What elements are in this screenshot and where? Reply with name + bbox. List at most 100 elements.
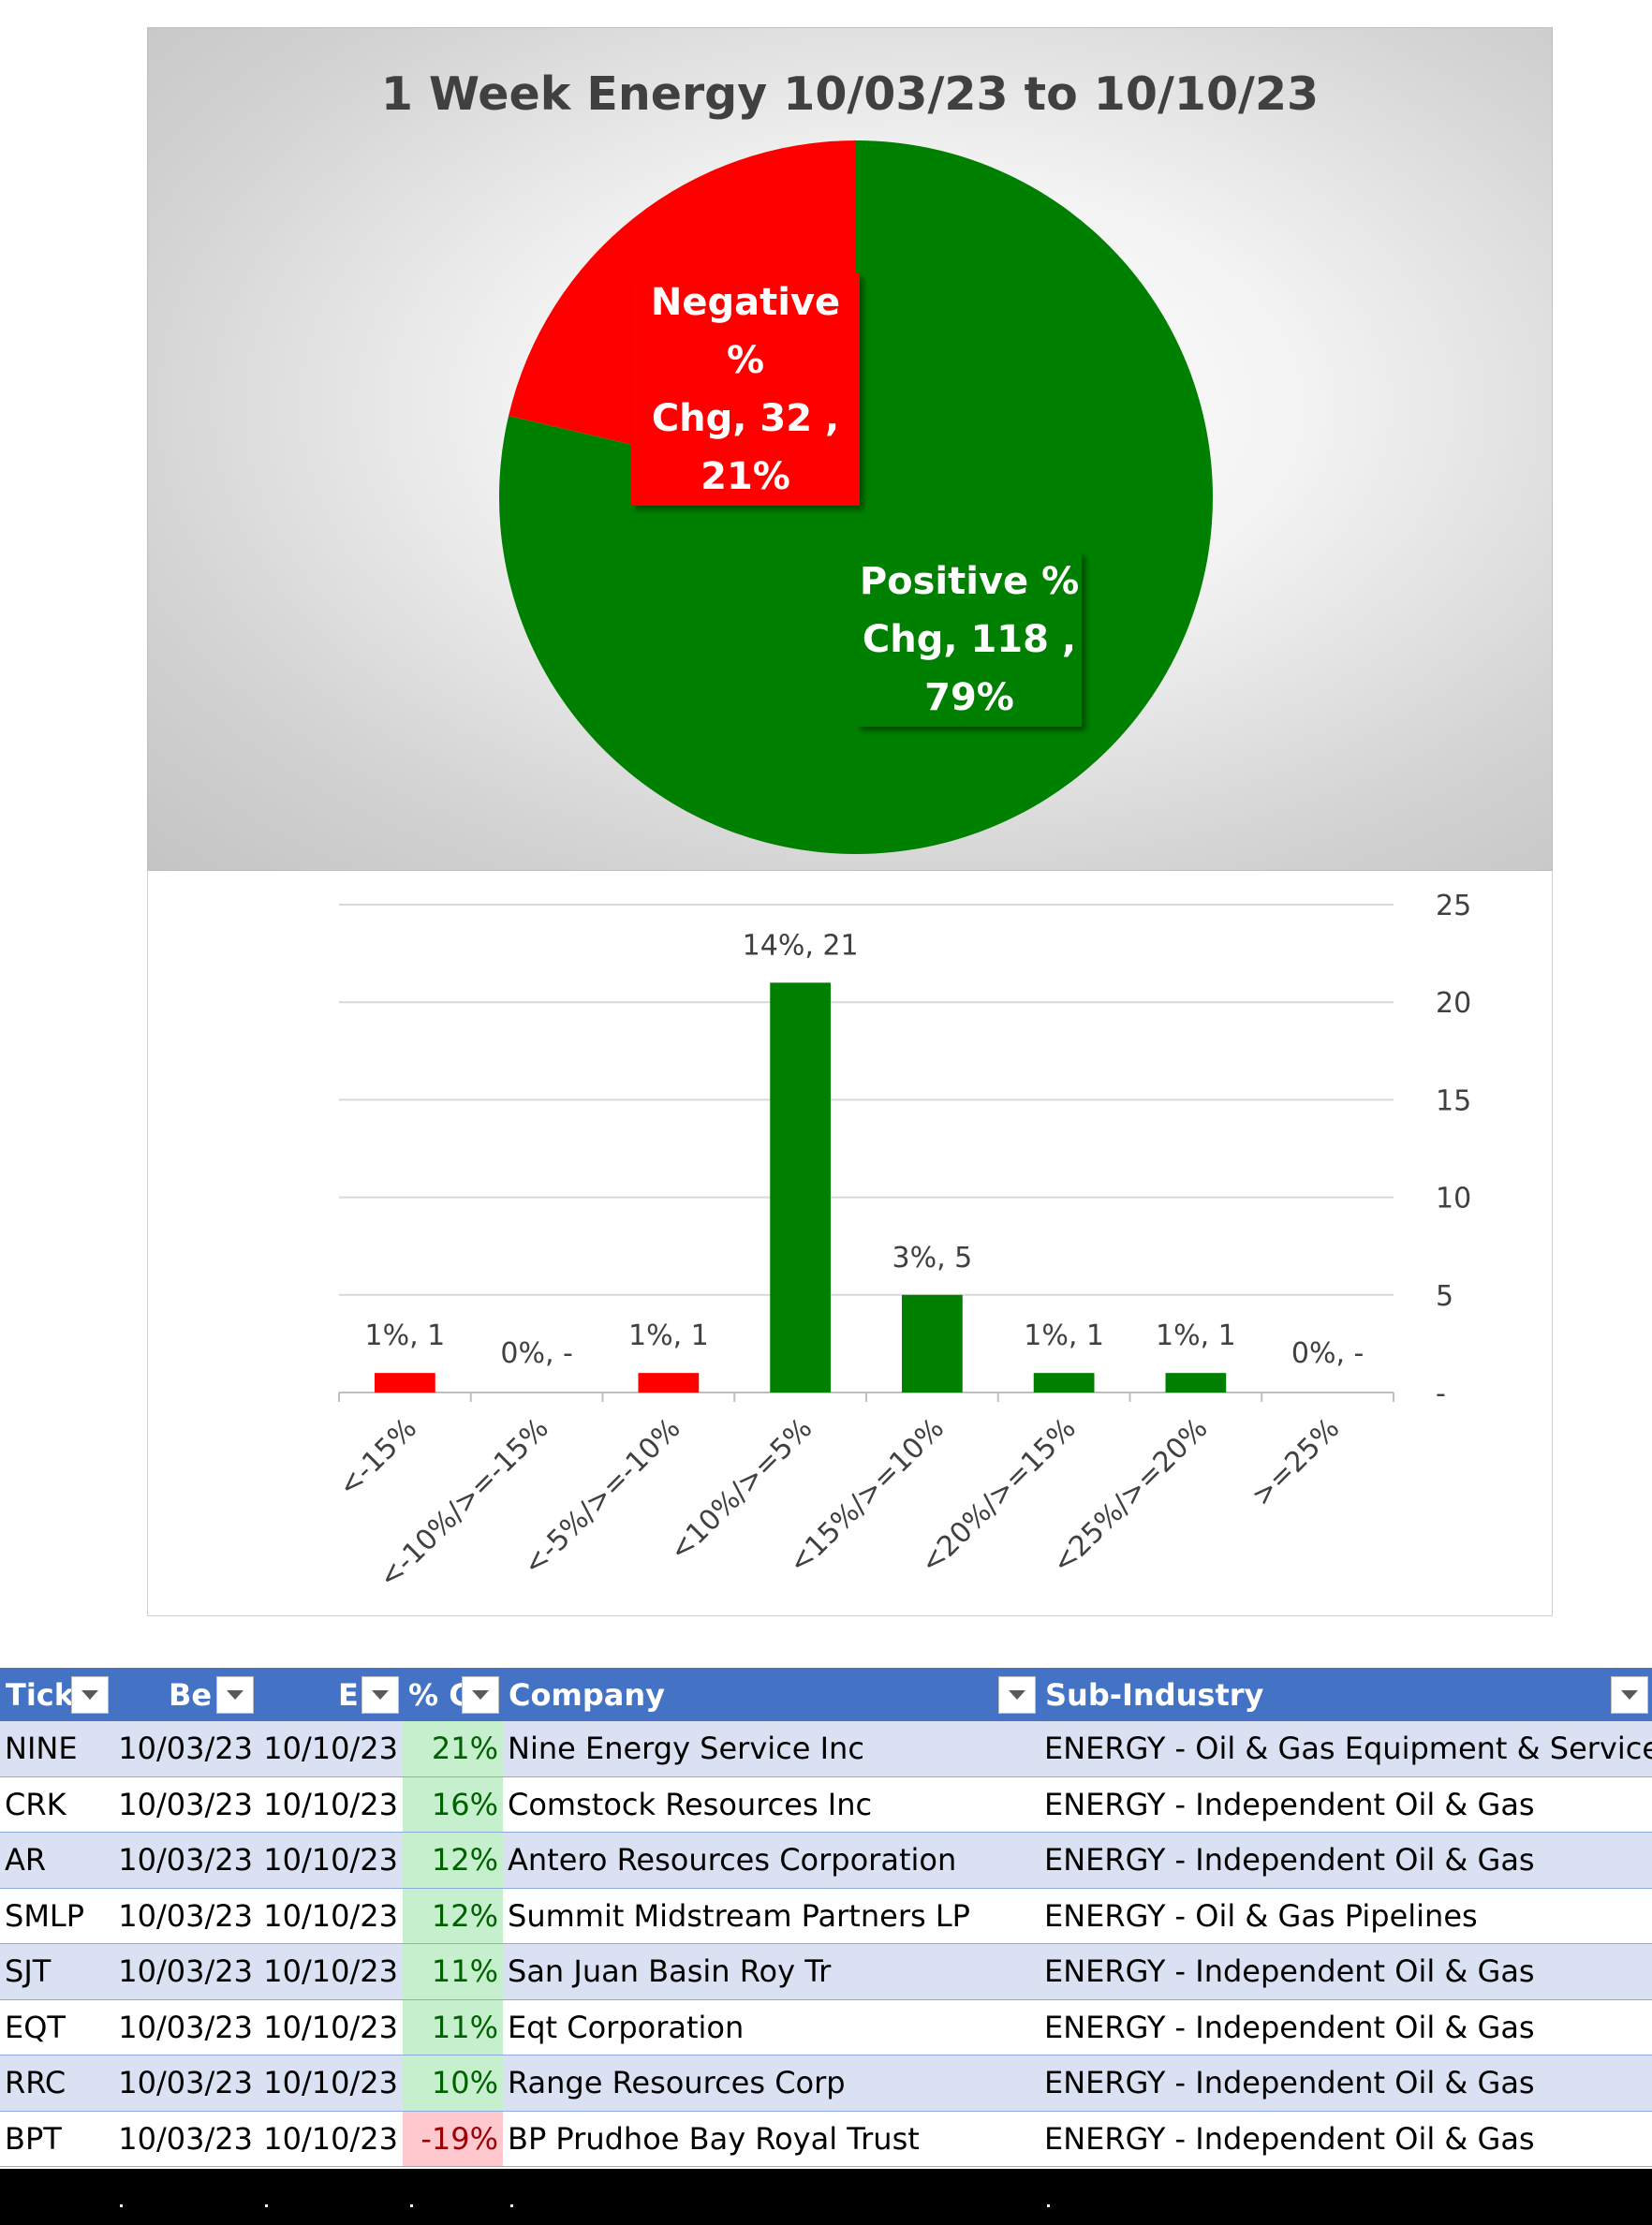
cell-end-date[interactable]: 10/10/23 [258, 1721, 403, 1777]
data-table: Tick Be E % C Company Sub-Industry NINE 1… [0, 1668, 1652, 2167]
cell-sub-industry[interactable]: ENERGY - Independent Oil & Gas [1040, 1999, 1652, 2056]
table-row[interactable]: BPT 10/03/23 10/10/23 -19% BP Prudhoe Bay Ro… [0, 2111, 1652, 2167]
filter-dropdown-icon[interactable] [462, 1676, 499, 1714]
table-row[interactable]: RRC 10/03/23 10/10/23 10% Range Resources Co… [0, 2055, 1652, 2112]
header-begin-label: Be [169, 1676, 213, 1713]
cell-end-date[interactable]: 10/10/23 [258, 1999, 403, 2056]
bar-data-label: 0%, - [500, 1337, 573, 1370]
bar-data-label: 1%, 1 [1024, 1319, 1104, 1352]
cell-end-date[interactable]: 10/10/23 [258, 2055, 403, 2112]
cell-pct-change[interactable]: 12% [403, 1832, 503, 1889]
cell-ticker[interactable]: SMLP [0, 1888, 112, 1944]
header-end[interactable]: E [258, 1668, 403, 1721]
filter-dropdown-icon[interactable] [71, 1676, 109, 1714]
cell-ticker[interactable]: CRK [0, 1776, 112, 1833]
y-tick-label: 10 [1436, 1183, 1471, 1216]
bar [1033, 1373, 1095, 1392]
cell-pct-change[interactable]: 10% [403, 2055, 503, 2112]
strip-dot [1047, 2204, 1050, 2207]
cell-company[interactable]: Range Resources Corp [503, 2055, 1040, 2112]
header-pct-change[interactable]: % C [403, 1668, 503, 1721]
y-tick-label: 25 [1436, 890, 1471, 922]
table-row[interactable]: AR 10/03/23 10/10/23 12% Antero Resources Co… [0, 1832, 1652, 1889]
strip-dot [510, 2204, 513, 2207]
cell-company[interactable]: Antero Resources Corporation [503, 1832, 1040, 1889]
x-category-label: >=25% [1246, 1412, 1346, 1512]
cell-company[interactable]: BP Prudhoe Bay Royal Trust [503, 2111, 1040, 2167]
cell-begin-date[interactable]: 10/03/23 [112, 2111, 258, 2167]
table-row[interactable]: SMLP 10/03/23 10/10/23 12% Summit Midstream … [0, 1888, 1652, 1944]
table-row[interactable]: EQT 10/03/23 10/10/23 11% Eqt Corporation ENE… [0, 1999, 1652, 2056]
strip-dot [410, 2204, 413, 2207]
table-row[interactable]: SJT 10/03/23 10/10/23 11% San Juan Basin Roy… [0, 1943, 1652, 2000]
header-company[interactable]: Company [503, 1668, 1040, 1721]
cell-sub-industry[interactable]: ENERGY - Independent Oil & Gas [1040, 1832, 1652, 1889]
bar [902, 1294, 963, 1392]
bar [375, 1373, 435, 1392]
header-sub-industry[interactable]: Sub-Industry [1040, 1668, 1652, 1721]
cell-company[interactable]: Comstock Resources Inc [503, 1776, 1040, 1833]
filter-dropdown-icon[interactable] [361, 1676, 399, 1714]
cell-ticker[interactable]: SJT [0, 1943, 112, 2000]
pie-label-negative-line3: 21% [701, 455, 790, 498]
cell-begin-date[interactable]: 10/03/23 [112, 1999, 258, 2056]
pie-chart-title: 1 Week Energy 10/03/23 to 10/10/23 [380, 67, 1320, 121]
x-category-label: <-15% [332, 1412, 423, 1503]
y-tick-label: 20 [1436, 987, 1471, 1020]
pie-label-positive-line2: Chg, 118 , [862, 618, 1077, 661]
cell-pct-change[interactable]: 11% [403, 1943, 503, 2000]
cell-end-date[interactable]: 10/10/23 [258, 1776, 403, 1833]
cell-pct-change[interactable]: 12% [403, 1888, 503, 1944]
table-row[interactable]: NINE 10/03/23 10/10/23 21% Nine Energy Servi… [0, 1721, 1652, 1777]
cell-sub-industry[interactable]: ENERGY - Independent Oil & Gas [1040, 1943, 1652, 2000]
cell-pct-change[interactable]: 11% [403, 1999, 503, 2056]
cell-begin-date[interactable]: 10/03/23 [112, 1943, 258, 2000]
cell-begin-date[interactable]: 10/03/23 [112, 1832, 258, 1889]
strip-dot [265, 2204, 268, 2207]
cell-ticker[interactable]: NINE [0, 1721, 112, 1777]
bar [638, 1373, 700, 1392]
header-ticker[interactable]: Tick [0, 1668, 112, 1721]
filter-dropdown-icon[interactable] [998, 1676, 1036, 1714]
header-ticker-label: Tick [6, 1676, 75, 1713]
cell-sub-industry[interactable]: ENERGY - Independent Oil & Gas [1040, 2111, 1652, 2167]
cell-begin-date[interactable]: 10/03/23 [112, 2055, 258, 2112]
header-begin[interactable]: Be [112, 1668, 258, 1721]
cell-sub-industry[interactable]: ENERGY - Independent Oil & Gas [1040, 2055, 1652, 2112]
cell-company[interactable]: Summit Midstream Partners LP [503, 1888, 1040, 1944]
pie-chart-panel: 1 Week Energy 10/03/23 to 10/10/23 Negat… [147, 27, 1553, 871]
bar [770, 982, 831, 1392]
pie-label-negative-line1: Negative % [650, 281, 841, 382]
cell-company[interactable]: San Juan Basin Roy Tr [503, 1943, 1040, 2000]
pie-label-positive-line3: 79% [924, 676, 1014, 719]
table-row[interactable]: CRK 10/03/23 10/10/23 16% Comstock Resources… [0, 1776, 1652, 1833]
cell-ticker[interactable]: RRC [0, 2055, 112, 2112]
cell-pct-change[interactable]: 21% [403, 1721, 503, 1777]
filter-dropdown-icon[interactable] [216, 1676, 254, 1714]
cell-begin-date[interactable]: 10/03/23 [112, 1888, 258, 1944]
cell-sub-industry[interactable]: ENERGY - Oil & Gas Equipment & Services [1040, 1721, 1652, 1777]
bar-data-label: 1%, 1 [628, 1319, 709, 1352]
cell-ticker[interactable]: BPT [0, 2111, 112, 2167]
cell-begin-date[interactable]: 10/03/23 [112, 1776, 258, 1833]
cell-pct-change[interactable]: 16% [403, 1776, 503, 1833]
cell-company[interactable]: Eqt Corporation [503, 1999, 1040, 2056]
strip-dot [120, 2204, 123, 2207]
cell-ticker[interactable]: AR [0, 1832, 112, 1889]
cell-end-date[interactable]: 10/10/23 [258, 1943, 403, 2000]
cell-pct-change[interactable]: -19% [403, 2111, 503, 2167]
cell-end-date[interactable]: 10/10/23 [258, 2111, 403, 2167]
cell-ticker[interactable]: EQT [0, 1999, 112, 2056]
cell-begin-date[interactable]: 10/03/23 [112, 1721, 258, 1777]
cell-company[interactable]: Nine Energy Service Inc [503, 1721, 1040, 1777]
table-body: NINE 10/03/23 10/10/23 21% Nine Energy Servi… [0, 1721, 1652, 2167]
header-end-label: E [338, 1676, 359, 1713]
cell-sub-industry[interactable]: ENERGY - Independent Oil & Gas [1040, 1776, 1652, 1833]
bar-data-label: 14%, 21 [743, 929, 859, 962]
filter-dropdown-icon[interactable] [1611, 1676, 1648, 1714]
pie-label-positive-line1: Positive % [859, 560, 1080, 603]
cell-end-date[interactable]: 10/10/23 [258, 1832, 403, 1889]
cell-sub-industry[interactable]: ENERGY - Oil & Gas Pipelines [1040, 1888, 1652, 1944]
cell-end-date[interactable]: 10/10/23 [258, 1888, 403, 1944]
